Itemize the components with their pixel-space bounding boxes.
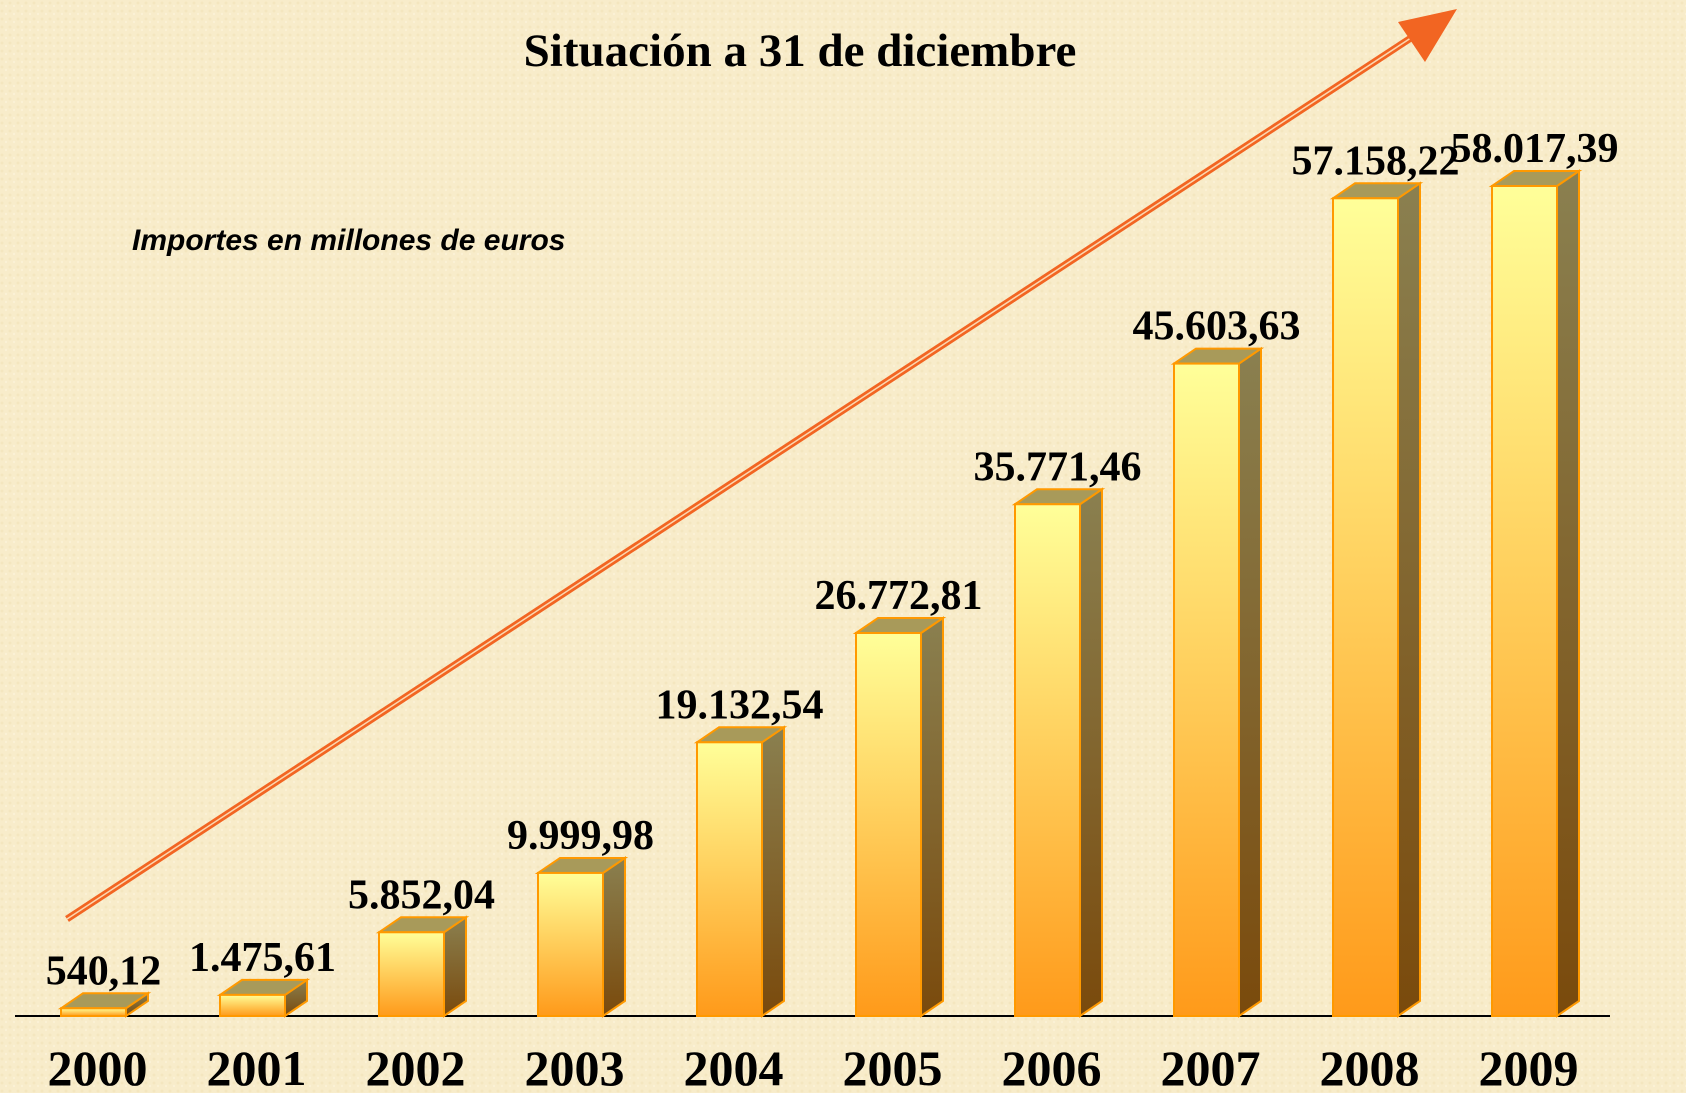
bar-side <box>443 915 467 1018</box>
x-tick-label: 2005 <box>843 1040 943 1093</box>
bar-side <box>920 616 944 1018</box>
bar <box>855 631 922 1017</box>
value-label: 540,12 <box>46 948 162 994</box>
x-tick-label: 2000 <box>48 1040 148 1093</box>
value-label: 57.158,22 <box>1292 138 1460 184</box>
bar <box>537 871 604 1018</box>
bar-side <box>1397 181 1421 1018</box>
bar <box>1491 185 1558 1017</box>
bar <box>219 993 286 1017</box>
x-tick-label: 2003 <box>525 1040 625 1093</box>
x-tick-label: 2007 <box>1161 1040 1261 1093</box>
value-label: 5.852,04 <box>348 872 495 918</box>
value-label: 35.771,46 <box>974 444 1142 490</box>
bar <box>1332 197 1399 1018</box>
value-label: 9.999,98 <box>507 813 654 859</box>
bar <box>378 931 445 1018</box>
x-tick-label: 2008 <box>1320 1040 1420 1093</box>
x-tick-label: 2006 <box>1002 1040 1102 1093</box>
bar <box>696 741 763 1017</box>
bar-side <box>761 725 785 1018</box>
chart-title: Situación a 31 de diciembre <box>524 25 1077 77</box>
value-label: 19.132,54 <box>656 682 824 728</box>
bar <box>1014 503 1081 1017</box>
bar-side <box>602 856 626 1018</box>
value-label: 58.017,39 <box>1451 126 1619 172</box>
bar-side <box>1079 487 1103 1018</box>
bar <box>1173 362 1240 1018</box>
x-tick-label: 2001 <box>207 1040 307 1093</box>
bar-side <box>1556 169 1580 1018</box>
x-tick-label: 2002 <box>366 1040 466 1093</box>
value-label: 26.772,81 <box>815 573 983 619</box>
subtitle: Importes en millones de euros <box>132 224 565 257</box>
trend-arrow <box>65 9 1457 922</box>
x-tick-label: 2009 <box>1479 1040 1579 1093</box>
bar-side <box>1238 346 1262 1018</box>
value-label: 45.603,63 <box>1133 304 1301 350</box>
x-tick-label: 2004 <box>684 1040 784 1093</box>
bar <box>60 1007 127 1017</box>
value-label: 1.475,61 <box>189 935 336 981</box>
